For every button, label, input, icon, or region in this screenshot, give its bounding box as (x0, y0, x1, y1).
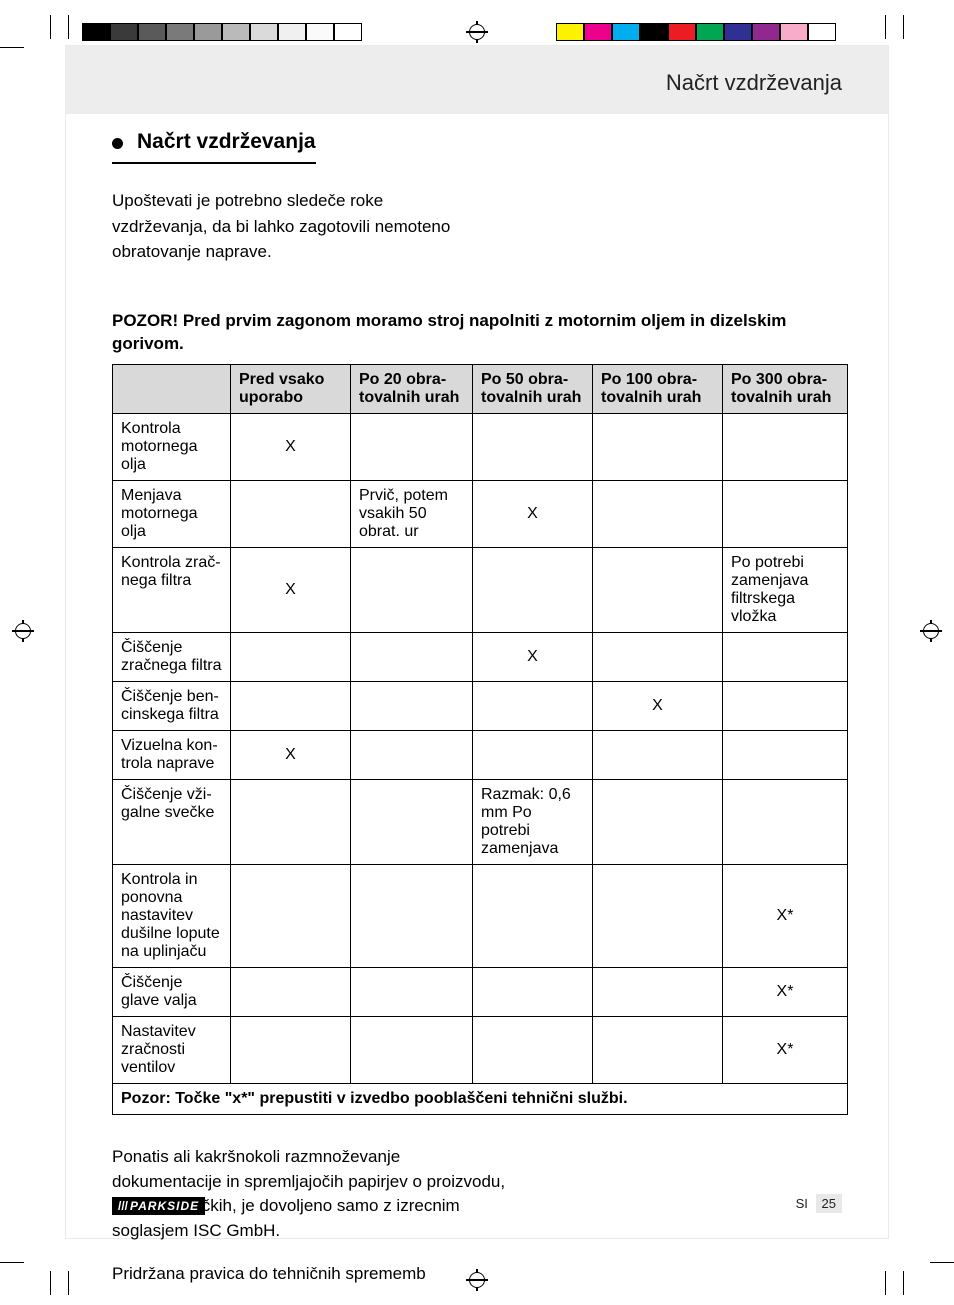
cell (723, 682, 848, 731)
cell (723, 780, 848, 865)
cell (473, 548, 593, 633)
cell: X (231, 548, 351, 633)
table-row: Čiščenje ben­cinskega filtra X (113, 682, 848, 731)
cell: X (473, 481, 593, 548)
cell (351, 548, 473, 633)
table-row: Kontrola motornega oljaX (113, 414, 848, 481)
row-label: Kontrola in ponovna nasta­vitev dušilne … (113, 865, 231, 968)
print-marks-top (0, 23, 954, 45)
row-label: Čiščenje glave valja (113, 968, 231, 1017)
table-footnote: Pozor: Točke "x*" prepustiti v izvedbo p… (113, 1084, 848, 1115)
cell (593, 865, 723, 968)
row-label: Nastavitev zračnosti ventilov (113, 1017, 231, 1084)
content: Načrt vzdrževanja Upoštevati je potrebno… (112, 130, 847, 1284)
row-label: Kontrola zrač­nega filtra (113, 548, 231, 633)
cell (231, 682, 351, 731)
cell (593, 780, 723, 865)
table-row: Čiščenje vži­galne svečke Razmak: 0,6 mm … (113, 780, 848, 865)
cell (593, 1017, 723, 1084)
table-row: Kontrola in ponovna nasta­vitev dušilne … (113, 865, 848, 968)
cell (351, 633, 473, 682)
table-row: Čiščenje zrač­nega filtra X (113, 633, 848, 682)
cell (473, 968, 593, 1017)
lang-code: SI (796, 1196, 808, 1211)
brand-text: PARKSIDE (130, 1199, 199, 1213)
bullet-icon (112, 138, 123, 149)
cell (473, 414, 593, 481)
header-title: Načrt vzdrževanja (666, 70, 842, 96)
reg-mark-right (920, 620, 942, 642)
cell: X (593, 682, 723, 731)
cell (231, 865, 351, 968)
footer-brand: ///PARKSIDE (112, 1197, 205, 1215)
cell: Po potrebi zamenjava filtrskega vložka (723, 548, 848, 633)
page-no: 25 (816, 1194, 842, 1213)
cell (723, 481, 848, 548)
col-header (113, 365, 231, 414)
cell (351, 865, 473, 968)
cell (593, 968, 723, 1017)
cell (593, 731, 723, 780)
cell (231, 780, 351, 865)
cell: X* (723, 865, 848, 968)
col-header: Pred vsako uporabo (231, 365, 351, 414)
row-label: Menjava motornega olja (113, 481, 231, 548)
cell: Razmak: 0,6 mm Po potrebi zamenjava (473, 780, 593, 865)
cell (723, 414, 848, 481)
table-row: Vizuelna kon­trola napraveX (113, 731, 848, 780)
cell: Prvič, potem vsakih 50 obrat. ur (351, 481, 473, 548)
intro-paragraph: Upoštevati je potrebno sledeče roke vzdr… (112, 188, 472, 265)
maintenance-table: Pred vsako uporaboPo 20 obra­tovalnih ur… (112, 364, 848, 1115)
table-row: Kontrola zrač­nega filtraX Po potrebi zam… (113, 548, 848, 633)
cell (593, 548, 723, 633)
page: Načrt vzdrževanja Načrt vzdrževanja Upoš… (0, 0, 954, 1305)
cell (351, 1017, 473, 1084)
cell (473, 1017, 593, 1084)
row-label: Čiščenje ben­cinskega filtra (113, 682, 231, 731)
after-paragraph-1: Ponatis ali kakršnokoli razmnoževanje do… (112, 1145, 512, 1244)
table-row: Menjava motornega olja Prvič, potem vsaki… (113, 481, 848, 548)
section-title: Načrt vzdrževanja (137, 130, 316, 154)
cell (351, 780, 473, 865)
cell: X* (723, 968, 848, 1017)
col-header: Po 300 obra­tovalnih urah (723, 365, 848, 414)
cell (473, 731, 593, 780)
cell: X (231, 731, 351, 780)
after-paragraph-2: Pridržana pravica do tehničnih sprememb (112, 1264, 847, 1284)
cell (351, 968, 473, 1017)
cell (473, 682, 593, 731)
cell (723, 633, 848, 682)
cell (593, 481, 723, 548)
caution-text: POZOR! Pred prvim zagonom moramo stroj n… (112, 309, 847, 357)
cell (351, 731, 473, 780)
page-number: SI 25 (796, 1194, 842, 1213)
cell: X (231, 414, 351, 481)
cell (723, 731, 848, 780)
cell (351, 414, 473, 481)
cell (231, 633, 351, 682)
row-label: Čiščenje zrač­nega filtra (113, 633, 231, 682)
cell (593, 414, 723, 481)
cell (593, 633, 723, 682)
col-header: Po 100 obra­tovalnih urah (593, 365, 723, 414)
row-label: Kontrola motornega olja (113, 414, 231, 481)
col-header: Po 50 obra­tovalnih urah (473, 365, 593, 414)
cell: X (473, 633, 593, 682)
table-row: Nastavitev zračnosti ventilov X* (113, 1017, 848, 1084)
row-label: Čiščenje vži­galne svečke (113, 780, 231, 865)
col-header: Po 20 obra­tovalnih urah (351, 365, 473, 414)
cell (231, 968, 351, 1017)
cell (351, 682, 473, 731)
cell (231, 1017, 351, 1084)
reg-mark-left (12, 620, 34, 642)
cell: X* (723, 1017, 848, 1084)
cell (231, 481, 351, 548)
row-label: Vizuelna kon­trola naprave (113, 731, 231, 780)
table-footnote-row: Pozor: Točke "x*" prepustiti v izvedbo p… (113, 1084, 848, 1115)
table-row: Čiščenje glave valja X* (113, 968, 848, 1017)
cell (473, 865, 593, 968)
